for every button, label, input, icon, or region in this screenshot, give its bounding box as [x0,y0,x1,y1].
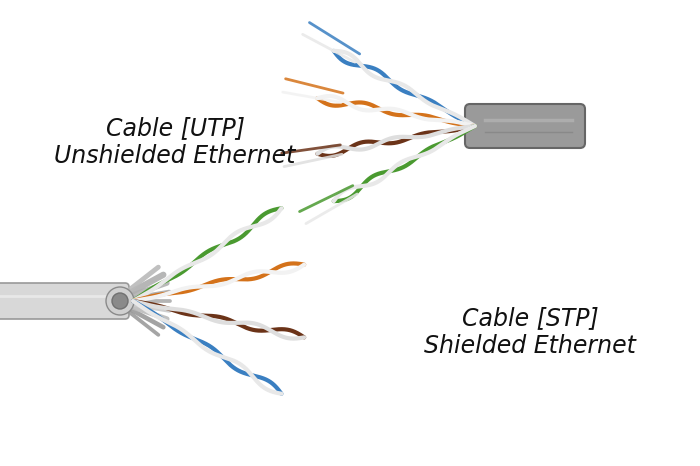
Text: Shielded Ethernet: Shielded Ethernet [424,334,636,358]
Text: Cable [STP]: Cable [STP] [461,306,598,330]
FancyBboxPatch shape [0,283,129,319]
Text: Cable [UTP]: Cable [UTP] [106,116,244,140]
Circle shape [112,293,128,309]
FancyBboxPatch shape [465,104,585,148]
Text: Unshielded Ethernet: Unshielded Ethernet [55,144,295,168]
Circle shape [106,287,134,315]
